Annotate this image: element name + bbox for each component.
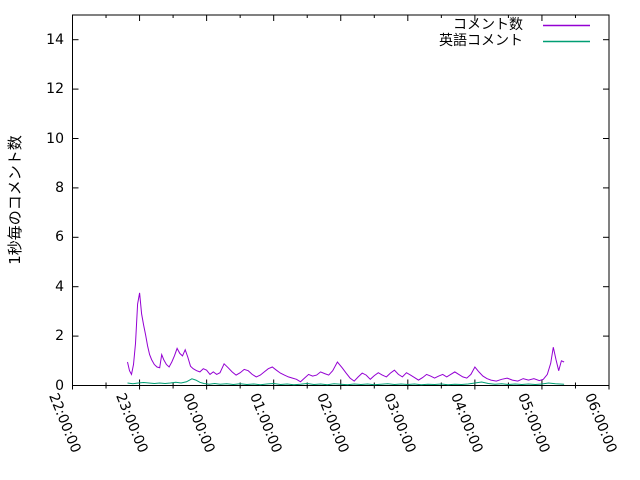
y-tick-label: 8 [55,179,64,196]
axes [72,14,610,386]
y-tick-label: 10 [46,130,64,147]
y-tick-label: 0 [55,377,64,394]
y-tick-label: 12 [46,81,64,98]
y-tick-label: 14 [46,31,64,48]
y-tick-label: 2 [55,328,64,345]
legend-entry-label-0: コメント数 [453,17,523,33]
series-line-0 [127,292,565,383]
y-tick-label: 4 [55,278,64,295]
y-ticks [72,39,609,386]
y-tick-label: 6 [55,229,64,246]
legend-entry-label-1: 英語コメント [439,33,523,49]
x-ticks [72,15,610,390]
series-line-1 [127,378,565,386]
